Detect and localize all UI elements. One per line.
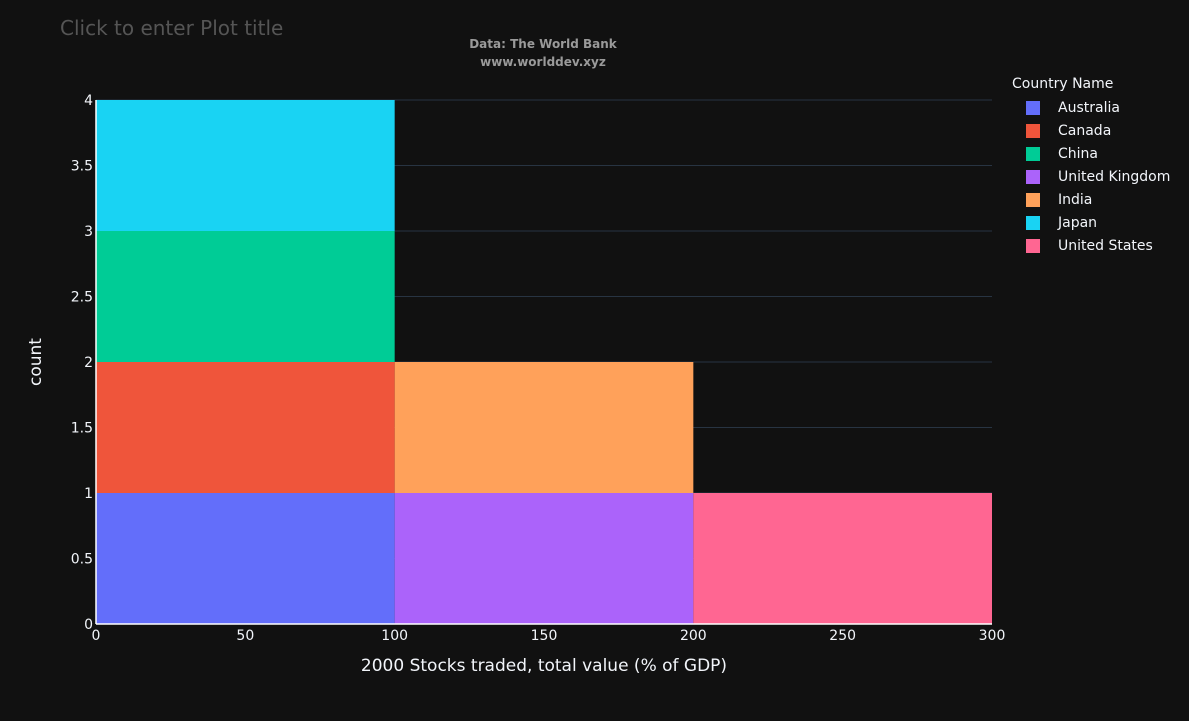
bar-canada: [96, 362, 395, 493]
legend-label: Canada: [1058, 122, 1112, 139]
legend-item-united-states[interactable]: United States: [1012, 234, 1170, 257]
legend-swatch: [1026, 123, 1040, 138]
legend-item-canada[interactable]: Canada: [1012, 119, 1170, 142]
legend-swatch: [1026, 192, 1040, 207]
legend-label: United States: [1058, 237, 1153, 254]
legend-swatch: [1026, 169, 1040, 184]
y-tick-label: 0.5: [71, 552, 93, 568]
bar-japan: [96, 100, 395, 231]
x-tick-label: 250: [829, 628, 856, 644]
legend-swatch: [1026, 215, 1040, 230]
legend-item-japan[interactable]: Japan: [1012, 211, 1170, 234]
x-tick-label: 0: [92, 628, 101, 644]
x-axis-title: 2000 Stocks traded, total value (% of GD…: [361, 656, 727, 676]
legend-item-australia[interactable]: Australia: [1012, 96, 1170, 119]
y-tick-label: 2: [84, 355, 93, 371]
legend-item-china[interactable]: China: [1012, 142, 1170, 165]
legend-item-india[interactable]: India: [1012, 188, 1170, 211]
legend-swatch: [1026, 146, 1040, 161]
source-line-1: Data: The World Bank: [469, 37, 617, 51]
legend-label: China: [1058, 145, 1098, 162]
bar-united-kingdom: [394, 493, 694, 624]
legend-label: Australia: [1058, 99, 1120, 116]
bar-australia: [96, 493, 395, 624]
x-tick-label: 300: [979, 628, 1006, 644]
x-tick-label: 200: [680, 628, 707, 644]
x-tick-label: 50: [236, 628, 254, 644]
y-tick-label: 3: [84, 224, 93, 240]
legend-label: India: [1058, 191, 1093, 208]
legend-item-united-kingdom[interactable]: United Kingdom: [1012, 165, 1170, 188]
source-line-2: www.worlddev.xyz: [480, 55, 606, 69]
legend-title: Country Name: [1012, 76, 1114, 92]
y-axis-title: count: [26, 338, 46, 386]
legend-swatch: [1026, 100, 1040, 115]
plot-title[interactable]: Click to enter Plot title: [60, 16, 284, 40]
y-tick-label: 1: [84, 486, 93, 502]
y-tick-label: 3.5: [71, 159, 93, 175]
x-tick-label: 100: [381, 628, 408, 644]
legend: Country Name Australia Canada China United …: [1012, 76, 1170, 257]
y-tick-label: 0: [84, 617, 93, 633]
bar-india: [394, 362, 694, 493]
y-tick-label: 2.5: [71, 290, 93, 306]
x-tick-label: 150: [531, 628, 558, 644]
y-tick-label: 4: [84, 93, 93, 109]
legend-swatch: [1026, 238, 1040, 253]
legend-label: Japan: [1058, 214, 1098, 231]
bar-united-states: [693, 493, 992, 624]
y-tick-label: 1.5: [71, 421, 93, 437]
bar-china: [96, 231, 395, 362]
legend-label: United Kingdom: [1058, 168, 1171, 185]
